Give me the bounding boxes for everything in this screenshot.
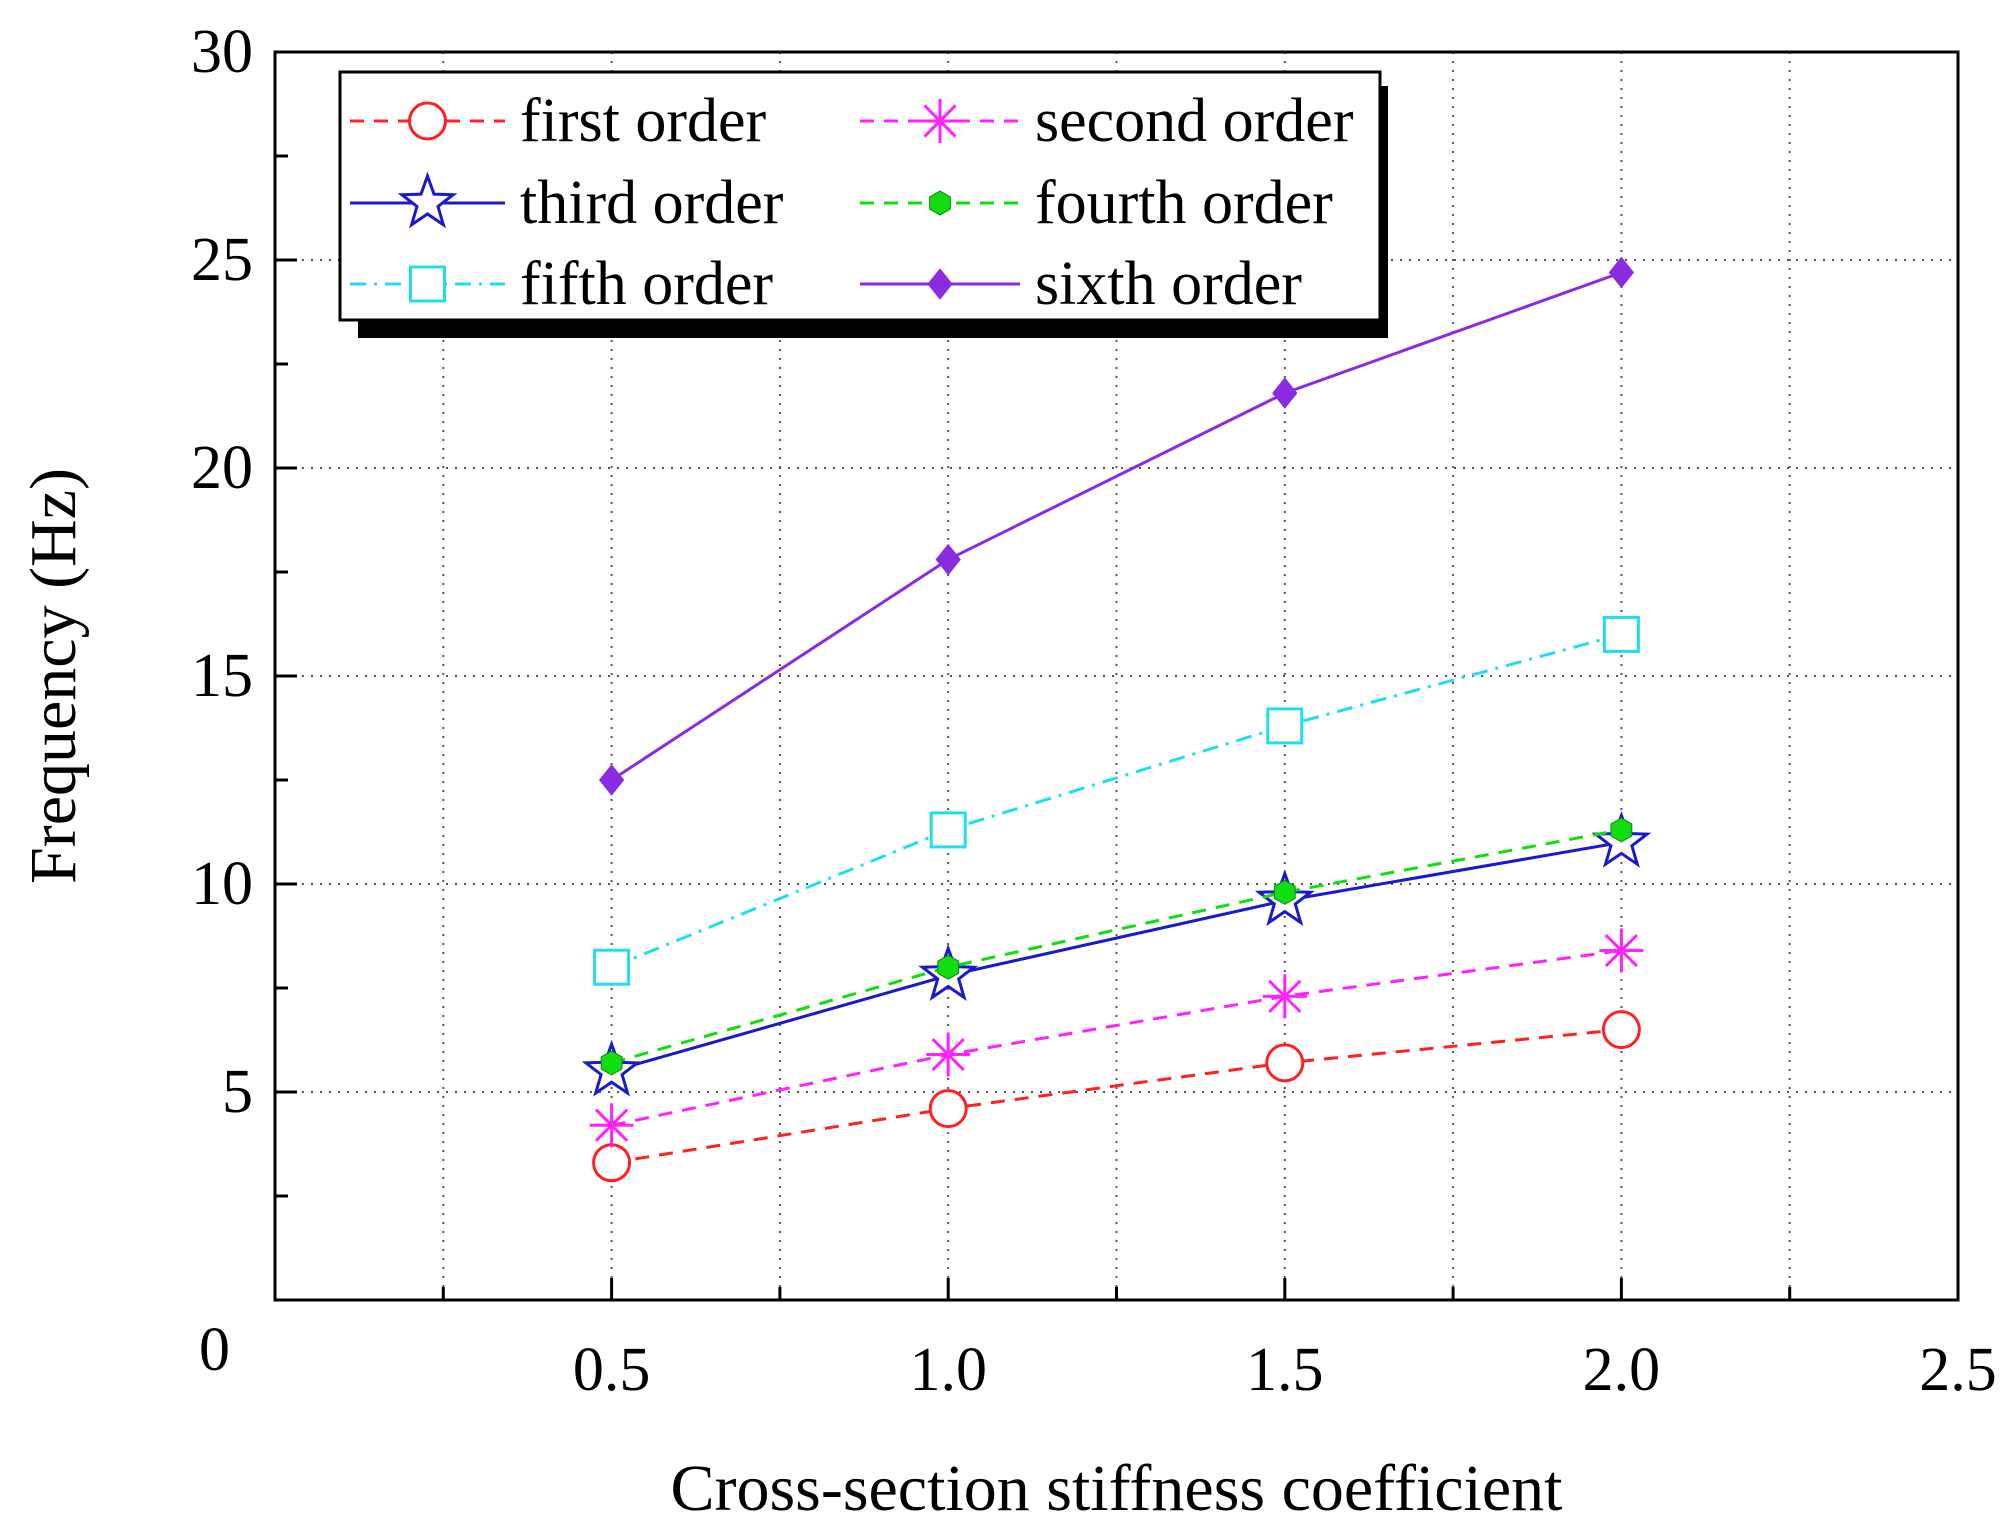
series-3: [600, 817, 1633, 1076]
legend-item: fifth order: [350, 250, 773, 318]
x-tick-label: 0.5: [573, 1336, 651, 1404]
data-point: [593, 948, 631, 986]
legend-label: second order: [1035, 87, 1354, 155]
y-tick-label: 15: [191, 642, 253, 710]
x-axis-label: Cross-section stiffness coefficient: [670, 1452, 1562, 1525]
x-tick-label: 2.5: [1919, 1336, 1997, 1404]
series-5: [598, 256, 1635, 796]
legend-label: third order: [520, 169, 784, 237]
series-group: [581, 256, 1652, 1183]
data-point: [928, 1089, 968, 1129]
legend-marker: [408, 101, 447, 141]
series-0: [592, 1010, 1641, 1183]
y-tick-label: 5: [222, 1058, 253, 1126]
y-axis-label: Frequency (Hz): [17, 468, 90, 884]
data-point: [1268, 979, 1302, 1013]
series-4: [593, 615, 1640, 986]
axis-ticks: 0.5 1.0 1.5 2.0 2.5 5 10 15 20 25 30 0: [191, 18, 1997, 1404]
data-point: [594, 1108, 629, 1142]
data-point: [929, 811, 967, 849]
x-tick-label: 2.0: [1583, 1336, 1661, 1404]
data-point: [1604, 933, 1639, 968]
data-point: [1266, 707, 1304, 745]
x-tick-label: 1.5: [1246, 1336, 1324, 1404]
legend: first order second order third order fourth…: [338, 70, 1388, 338]
legend-label: fourth order: [1035, 169, 1333, 237]
series-1: [589, 928, 1644, 1148]
legend-marker: [927, 268, 953, 300]
origin-tick-label: 0: [199, 1316, 230, 1384]
data-point: [1265, 1043, 1305, 1083]
y-tick-label: 25: [191, 226, 253, 294]
data-point: [931, 1037, 965, 1072]
data-point: [937, 954, 960, 980]
legend-marker: [409, 265, 446, 303]
legend-item: fourth order: [860, 169, 1333, 237]
data-point: [592, 1143, 632, 1183]
series-line: [611, 1028, 1622, 1165]
data-point: [935, 543, 961, 576]
series-line: [611, 840, 1622, 1073]
data-point: [1602, 615, 1640, 653]
data-point: [1273, 879, 1296, 905]
legend-label: first order: [520, 87, 767, 155]
data-point: [1601, 1010, 1641, 1050]
legend-marker: [929, 190, 951, 216]
legend-label: sixth order: [1035, 250, 1302, 318]
series-line: [611, 828, 1622, 1065]
legend-box: [338, 70, 1382, 322]
data-point: [1608, 256, 1635, 289]
legend-item: first order: [350, 87, 767, 155]
legend-marker: [397, 171, 458, 229]
legend-item: second order: [860, 87, 1354, 155]
x-tick-label: 1.0: [909, 1336, 987, 1404]
legend-label: fifth order: [520, 250, 773, 318]
data-point: [600, 1050, 623, 1076]
y-tick-label: 30: [191, 18, 253, 86]
legend-item: third order: [350, 169, 784, 237]
data-point: [1272, 377, 1298, 409]
y-tick-label: 10: [191, 850, 253, 918]
series-line: [610, 271, 1622, 782]
legend-item: sixth order: [860, 250, 1302, 318]
series-line: [611, 632, 1622, 969]
y-tick-label: 20: [191, 434, 253, 502]
data-point: [598, 764, 625, 796]
data-point: [1610, 817, 1633, 843]
series-line: [611, 949, 1622, 1127]
legend-marker: [923, 104, 957, 138]
